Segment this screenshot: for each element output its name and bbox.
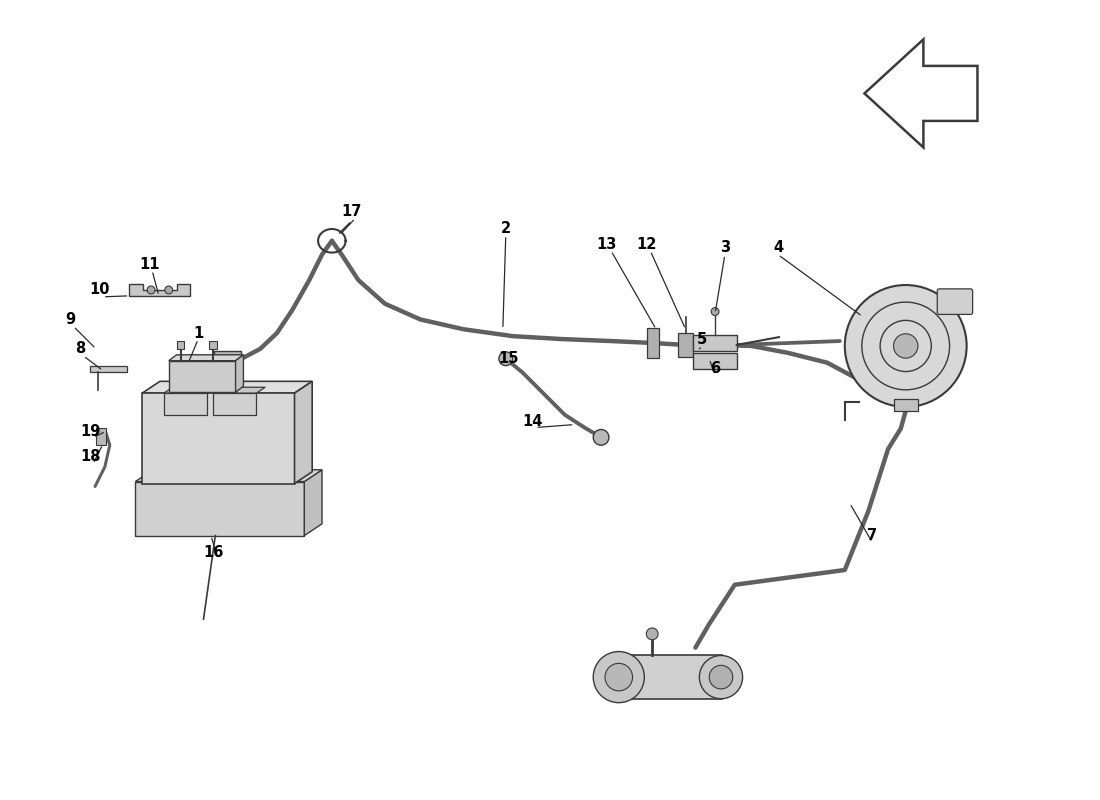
Polygon shape [142, 382, 312, 393]
Text: 4: 4 [773, 240, 783, 255]
Polygon shape [295, 382, 312, 483]
Circle shape [712, 308, 719, 315]
Text: 13: 13 [597, 238, 617, 252]
Bar [678, 333, 693, 357]
Text: 18: 18 [80, 450, 100, 465]
Text: 16: 16 [204, 545, 224, 560]
Text: 7: 7 [867, 528, 878, 543]
Text: 17: 17 [341, 204, 362, 219]
Text: 8: 8 [75, 342, 86, 357]
Polygon shape [213, 387, 265, 393]
Circle shape [593, 651, 645, 702]
Bar [177, 341, 185, 349]
Text: 1: 1 [194, 326, 204, 341]
Text: 10: 10 [90, 282, 110, 298]
Text: 15: 15 [498, 351, 519, 366]
Text: 5: 5 [697, 331, 707, 346]
Circle shape [700, 655, 743, 698]
Bar [176, 375, 184, 389]
Text: 9: 9 [65, 312, 76, 327]
Polygon shape [142, 393, 295, 483]
Polygon shape [130, 284, 190, 296]
Polygon shape [305, 470, 322, 536]
Text: 19: 19 [80, 424, 100, 439]
Bar [168, 361, 235, 392]
Polygon shape [865, 39, 978, 147]
Bar [209, 341, 217, 349]
FancyBboxPatch shape [937, 289, 972, 314]
Bar [96, 427, 106, 446]
Circle shape [845, 285, 967, 407]
Text: 11: 11 [139, 257, 159, 272]
Polygon shape [168, 354, 243, 361]
Text: 2: 2 [500, 221, 510, 235]
Text: 3: 3 [719, 240, 730, 255]
Polygon shape [164, 387, 216, 393]
Bar [213, 351, 242, 366]
Circle shape [710, 666, 733, 689]
Polygon shape [164, 393, 207, 414]
Text: 14: 14 [522, 414, 542, 429]
Polygon shape [213, 393, 256, 414]
Polygon shape [235, 354, 243, 392]
Bar [647, 328, 659, 358]
Circle shape [593, 430, 609, 446]
Bar [894, 399, 917, 411]
Circle shape [165, 286, 173, 294]
Polygon shape [135, 482, 305, 536]
Bar [619, 655, 722, 698]
Polygon shape [135, 470, 322, 482]
Bar [693, 353, 737, 369]
Circle shape [147, 286, 155, 294]
Circle shape [499, 352, 513, 366]
Bar [693, 335, 737, 351]
Text: 6: 6 [710, 361, 720, 376]
Bar [224, 375, 232, 389]
Circle shape [893, 334, 917, 358]
Circle shape [647, 628, 658, 640]
Circle shape [605, 663, 632, 691]
Bar [90, 366, 128, 373]
Text: 12: 12 [636, 238, 657, 252]
